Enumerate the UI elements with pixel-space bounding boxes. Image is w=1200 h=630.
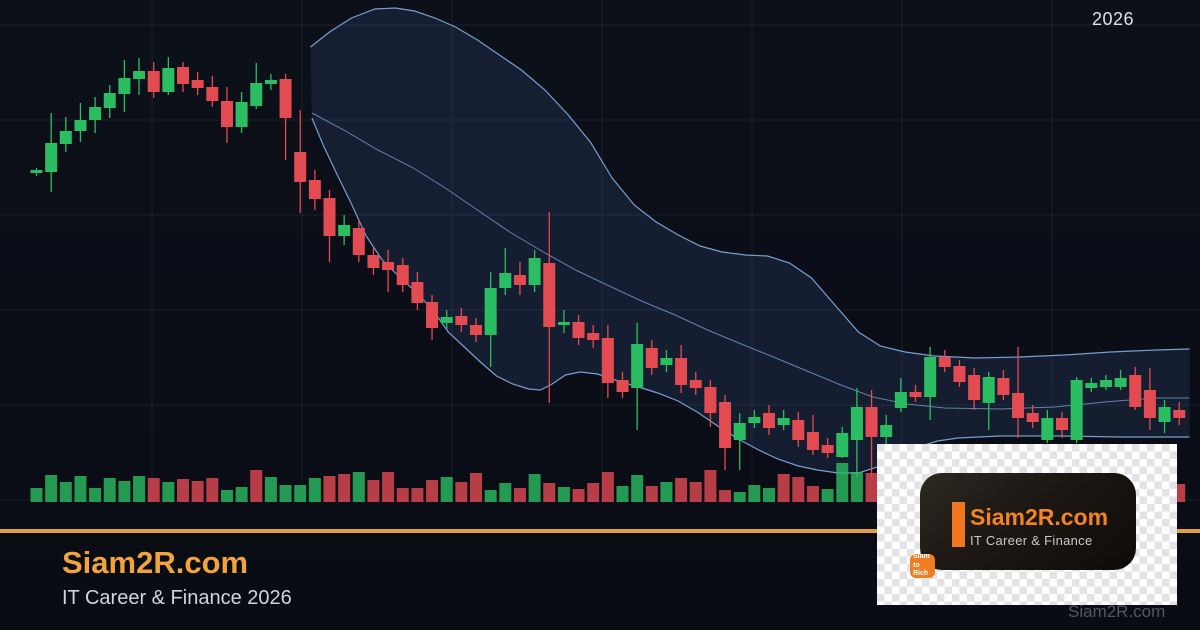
logo-accent-bar [952,502,965,547]
brand-title: Siam2R.com [62,545,249,580]
logo-card-texts: Siam2R.com IT Career & Finance [970,504,1109,549]
brand-block: Siam2R.com IT Career & Finance 2026 [62,545,292,610]
logo-watermark-panel: Siam2R.com IT Career & Finance Siam to R… [877,444,1177,605]
siam-to-rich-badge: Siam to Rich [910,552,935,578]
watermark-text: Siam2R.com [1068,602,1166,621]
logo-card-subtitle: IT Career & Finance [970,533,1093,549]
logo-card: Siam2R.com IT Career & Finance [920,473,1136,570]
badge-line-1: Siam [913,552,930,560]
logo-card-title: Siam2R.com [970,504,1109,530]
brand-subtitle: IT Career & Finance 2026 [62,587,292,610]
year-label: 2026 [1091,9,1134,29]
badge-line-2: to Rich [913,561,929,578]
accent-divider-line [0,529,1200,533]
